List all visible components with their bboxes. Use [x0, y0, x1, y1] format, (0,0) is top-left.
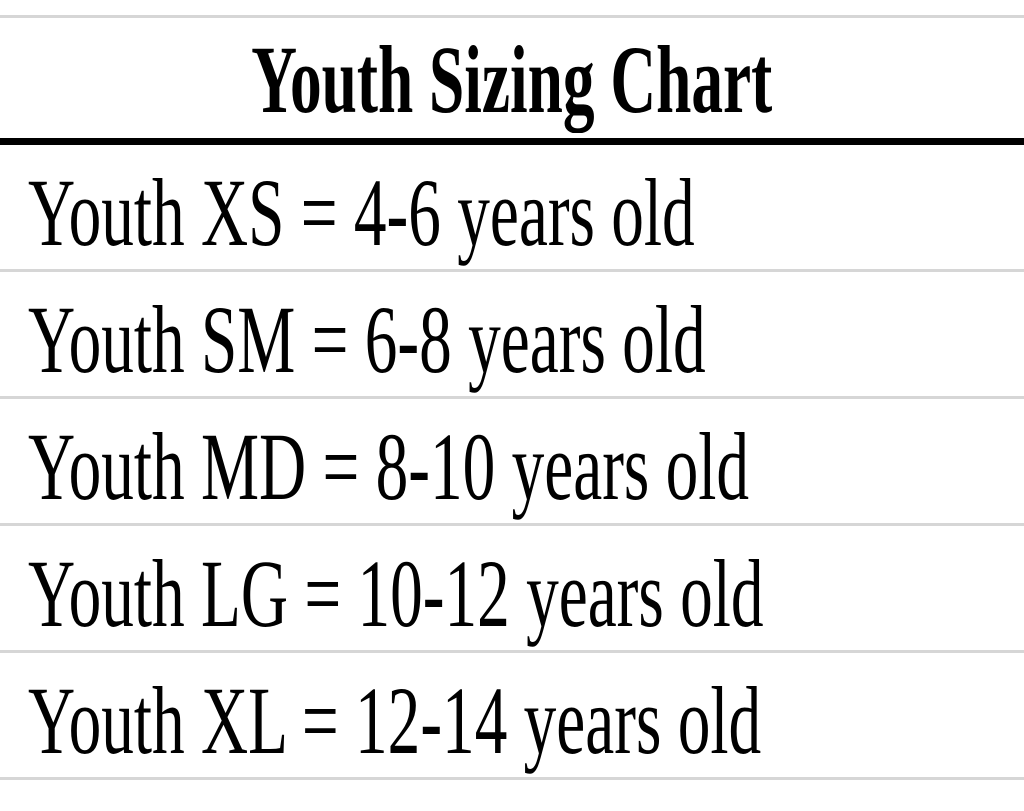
size-md: Youth MD = 8-10 years old: [28, 413, 750, 520]
table-row: Youth MD = 8-10 years old: [0, 399, 1024, 526]
table-row: Youth SM = 6-8 years old: [0, 272, 1024, 399]
top-divider: [0, 15, 1024, 18]
table-header: Youth Sizing Chart: [0, 18, 1024, 138]
size-lg: Youth LG = 10-12 years old: [28, 540, 764, 647]
size-table: Youth XS = 4-6 years old Youth SM = 6-8 …: [0, 145, 1024, 780]
table-row: Youth LG = 10-12 years old: [0, 526, 1024, 653]
size-xs: Youth XS = 4-6 years old: [28, 159, 695, 266]
table-row: Youth XS = 4-6 years old: [0, 145, 1024, 272]
header-divider: [0, 138, 1024, 145]
table-title: Youth Sizing Chart: [251, 26, 773, 133]
size-sm: Youth SM = 6-8 years old: [28, 286, 706, 393]
table-row: Youth XL = 12-14 years old: [0, 653, 1024, 780]
size-xl: Youth XL = 12-14 years old: [28, 667, 762, 774]
